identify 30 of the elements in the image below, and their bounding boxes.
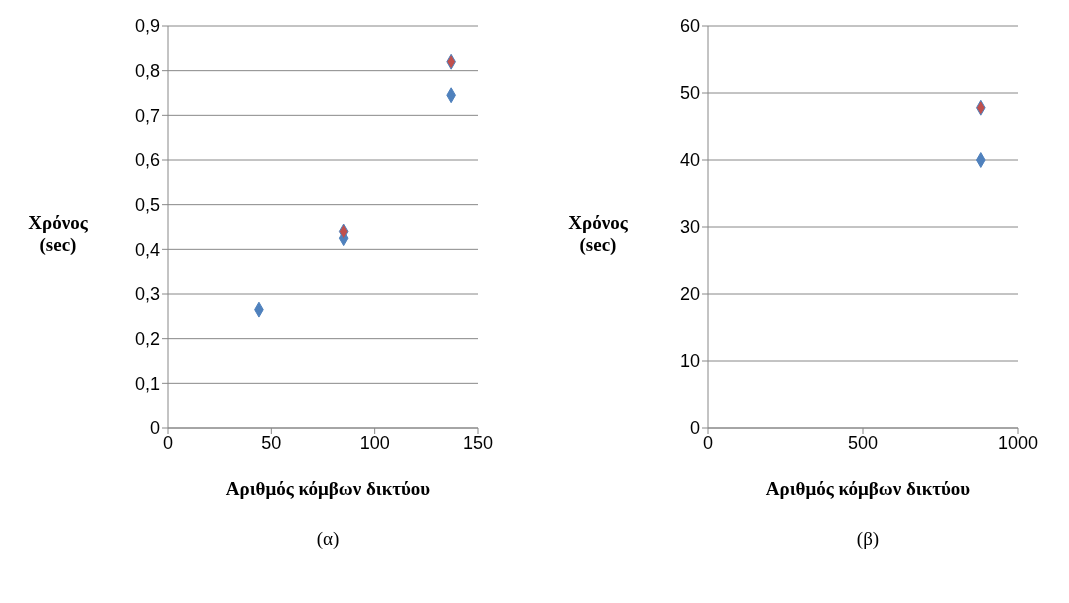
x-tick-label: 0	[162, 432, 174, 453]
x-tick-label: 1000	[997, 432, 1039, 453]
x-tick-label: 100	[359, 432, 390, 453]
x-tick-label: 500	[847, 432, 879, 453]
y-tick-label: 50	[679, 83, 700, 104]
y-tick-label: 60	[679, 16, 700, 37]
y-tick-label: 20	[679, 284, 700, 305]
x-tick-label: 0	[702, 432, 714, 453]
text: (α)	[315, 528, 341, 550]
y-axis-title: Χρόνος (sec)	[27, 212, 89, 256]
y-tick-label: 0,4	[134, 239, 160, 260]
y-tick-label: 0,6	[134, 150, 160, 171]
y-tick-label: 10	[679, 351, 700, 372]
y-tick-label: 0	[149, 418, 160, 439]
y-tick-label: 0,9	[134, 16, 160, 37]
x-axis-title: Αριθμός κόμβων δικτύου	[224, 478, 432, 500]
y-tick-label: 0,7	[134, 105, 160, 126]
y-tick-label: 0,8	[134, 61, 160, 82]
y-tick-label: 0,1	[134, 373, 160, 394]
y-tick-label: 40	[679, 150, 700, 171]
y-tick-label: 0,3	[134, 284, 160, 305]
x-axis-title: Αριθμός κόμβων δικτύου	[764, 478, 972, 500]
y-tick-label: 0	[689, 418, 700, 439]
x-tick-label: 50	[261, 432, 282, 453]
text: (β)	[855, 528, 881, 550]
y-tick-label: 0,2	[134, 329, 160, 350]
x-tick-label: 150	[462, 432, 494, 453]
y-tick-label: 0,5	[134, 195, 160, 216]
y-axis-title: Χρόνος (sec)	[567, 212, 629, 256]
y-tick-label: 30	[679, 217, 700, 238]
